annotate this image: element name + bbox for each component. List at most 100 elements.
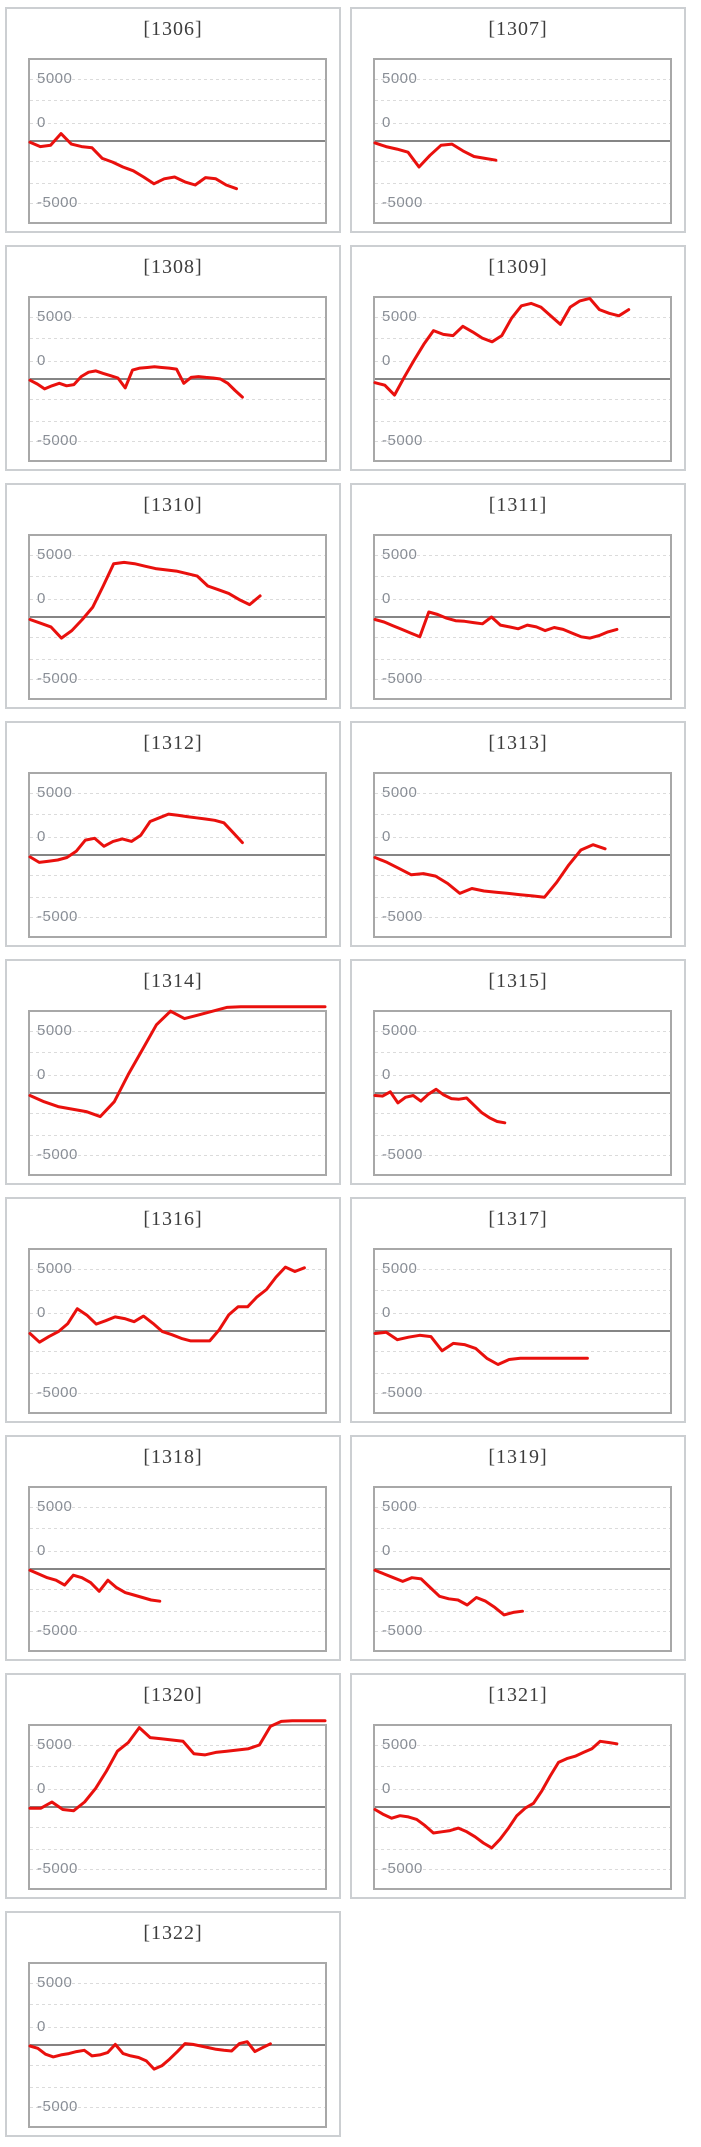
zero-line	[375, 1092, 670, 1094]
gridline	[375, 160, 670, 162]
gridline	[30, 1826, 325, 1828]
y-axis-label--5000: -5000	[37, 908, 78, 925]
y-axis-label-0: 0	[37, 351, 46, 369]
gridline	[30, 2064, 325, 2066]
zero-line	[30, 1330, 325, 1332]
gridline	[375, 398, 670, 400]
gridline	[375, 316, 670, 318]
y-axis-label-5000: 5000	[382, 1021, 418, 1039]
gridline	[30, 1588, 325, 1590]
gridline	[30, 2004, 325, 2006]
gridline	[375, 554, 670, 556]
chart-card[interactable]: [1318] 5000 0 -5000	[5, 1435, 341, 1661]
y-axis-label-0: 0	[37, 1779, 46, 1797]
zero-line	[30, 854, 325, 856]
chart-card[interactable]: [1313] 5000 0 -5000	[350, 721, 686, 947]
y-axis-label-5000: 5000	[37, 1259, 73, 1277]
chart-card[interactable]: [1307] 5000 0 -5000	[350, 7, 686, 233]
gridline	[375, 1155, 670, 1156]
gridline	[30, 1528, 325, 1530]
gridline	[375, 814, 670, 816]
series-line	[373, 141, 498, 169]
zero-line	[30, 2044, 325, 2046]
series-line	[28, 560, 262, 640]
gridline	[30, 1869, 325, 1870]
chart-title: [1309]	[488, 256, 548, 278]
gridline	[375, 1393, 670, 1394]
chart-card[interactable]: [1311] 5000 0 -5000	[350, 483, 686, 709]
series-svg	[28, 2040, 272, 2071]
plot-area: 5000 0 -5000	[373, 1724, 672, 1890]
series-svg	[373, 1568, 524, 1617]
y-axis-label-0: 0	[382, 589, 391, 607]
chart-card[interactable]: [1319] 5000 0 -5000	[350, 1435, 686, 1661]
gridline	[375, 360, 670, 362]
gridline	[30, 636, 325, 638]
plot-area: 5000 0 -5000	[28, 772, 327, 938]
chart-title: [1322]	[143, 1922, 203, 1944]
gridline	[375, 598, 670, 600]
series-line	[373, 1087, 507, 1125]
gridline	[30, 2026, 325, 2028]
gridline	[375, 1112, 670, 1114]
gridline	[30, 1112, 325, 1114]
y-axis-label-0: 0	[37, 2017, 46, 2035]
plot-area: 5000 0 -5000	[373, 58, 672, 224]
chart-card[interactable]: [1321] 5000 0 -5000	[350, 1673, 686, 1899]
chart-card[interactable]: [1309] 5000 0 -5000	[350, 245, 686, 471]
zero-line	[30, 1568, 325, 1570]
chart-card[interactable]: [1316] 5000 0 -5000	[5, 1197, 341, 1423]
gridline	[375, 874, 670, 876]
gridline	[30, 1631, 325, 1632]
y-axis-label-0: 0	[382, 827, 391, 845]
plot-area: 5000 0 -5000	[28, 1248, 327, 1414]
y-axis-label--5000: -5000	[37, 1384, 78, 1401]
plot-area: 5000 0 -5000	[373, 772, 672, 938]
gridline	[30, 160, 325, 162]
series-svg	[28, 560, 262, 640]
series-svg	[28, 1005, 327, 1119]
gridline	[30, 874, 325, 876]
chart-card[interactable]: [1312] 5000 0 -5000	[5, 721, 341, 947]
chart-card[interactable]: [1308] 5000 0 -5000	[5, 245, 341, 471]
chart-card[interactable]: [1310] 5000 0 -5000	[5, 483, 341, 709]
y-axis-label-5000: 5000	[37, 1021, 73, 1039]
chart-title: [1310]	[143, 494, 203, 516]
gridline	[375, 1030, 670, 1032]
series-svg	[373, 843, 607, 899]
gridline	[375, 338, 670, 340]
chart-card[interactable]: [1317] 5000 0 -5000	[350, 1197, 686, 1423]
chart-card[interactable]: [1306] 5000 0 -5000	[5, 7, 341, 233]
series-line	[28, 812, 244, 864]
y-axis-label--5000: -5000	[382, 1860, 423, 1877]
series-line	[28, 132, 238, 191]
zero-line	[375, 1330, 670, 1332]
y-axis-label-5000: 5000	[37, 1497, 73, 1515]
gridline	[30, 122, 325, 124]
y-axis-label-0: 0	[382, 1065, 391, 1083]
chart-card[interactable]: [1320] 5000 0 -5000	[5, 1673, 341, 1899]
chart-title: [1318]	[143, 1446, 203, 1468]
chart-card[interactable]: [1315] 5000 0 -5000	[350, 959, 686, 1185]
zero-line	[30, 1806, 325, 1808]
gridline	[375, 1506, 670, 1508]
gridline	[30, 2107, 325, 2108]
series-svg	[28, 1719, 327, 1813]
chart-card[interactable]: [1322] 5000 0 -5000	[5, 1911, 341, 2137]
y-axis-label-5000: 5000	[37, 1735, 73, 1753]
gridline	[375, 1312, 670, 1314]
zero-line	[30, 378, 325, 380]
gridline	[30, 100, 325, 102]
chart-card[interactable]: [1314] 5000 0 -5000	[5, 959, 341, 1185]
gridline	[375, 420, 670, 422]
gridline	[375, 1350, 670, 1352]
plot-area: 5000 0 -5000	[28, 296, 327, 462]
zero-line	[30, 1092, 325, 1094]
y-axis-label-0: 0	[37, 1303, 46, 1321]
series-svg	[373, 1739, 619, 1850]
series-line	[373, 296, 631, 397]
gridline	[375, 1528, 670, 1530]
chart-title: [1320]	[143, 1684, 203, 1706]
gridline	[30, 896, 325, 898]
